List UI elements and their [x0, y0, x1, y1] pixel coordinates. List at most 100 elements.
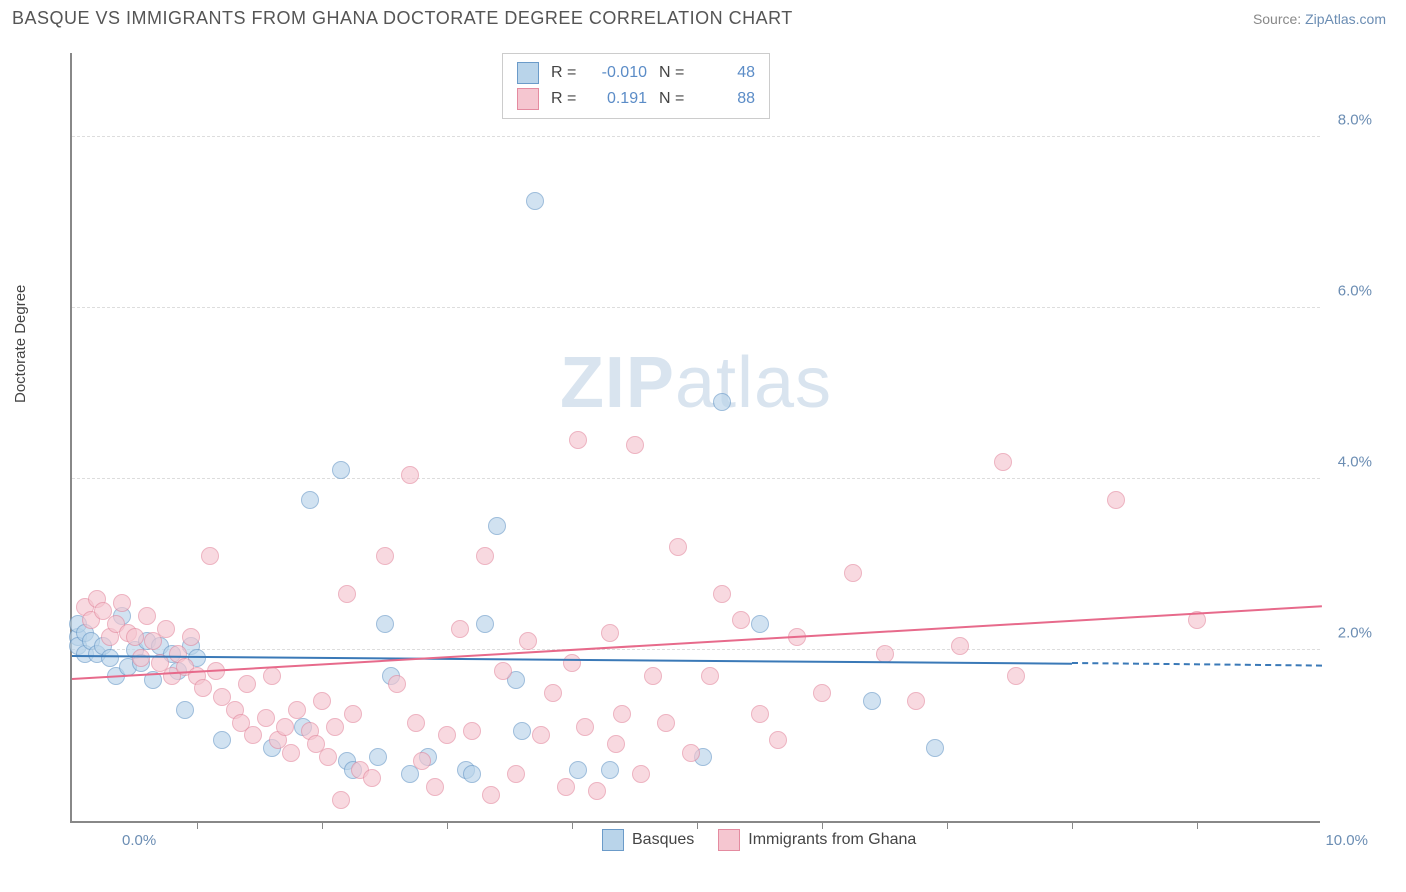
stat-r-label: R =	[551, 64, 581, 82]
data-point	[563, 654, 581, 672]
legend-label: Basques	[632, 831, 694, 849]
data-point	[713, 393, 731, 411]
data-point	[313, 692, 331, 710]
data-point	[494, 662, 512, 680]
data-point	[701, 667, 719, 685]
stat-r-label: R =	[551, 90, 581, 108]
stat-n-label: N =	[659, 90, 689, 108]
data-point	[601, 624, 619, 642]
x-tick-mark	[447, 821, 448, 829]
y-tick-label: 8.0%	[1338, 111, 1372, 128]
y-tick-label: 4.0%	[1338, 453, 1372, 470]
data-point	[438, 726, 456, 744]
gridline	[72, 136, 1320, 137]
data-point	[751, 615, 769, 633]
data-point	[401, 466, 419, 484]
data-point	[326, 718, 344, 736]
stat-n-value: 88	[701, 90, 755, 108]
data-point	[413, 752, 431, 770]
stats-legend: R = -0.010 N = 48 R = 0.191 N = 88	[502, 53, 770, 119]
data-point	[844, 564, 862, 582]
data-point	[657, 714, 675, 732]
data-point	[588, 782, 606, 800]
data-point	[526, 192, 544, 210]
data-point	[332, 461, 350, 479]
gridline	[72, 478, 1320, 479]
stats-row: R = 0.191 N = 88	[517, 86, 755, 112]
y-tick-label: 2.0%	[1338, 624, 1372, 641]
stat-r-value: -0.010	[593, 64, 647, 82]
source-link[interactable]: ZipAtlas.com	[1305, 11, 1386, 27]
data-point	[113, 594, 131, 612]
data-point	[926, 739, 944, 757]
data-point	[951, 637, 969, 655]
chart-title: BASQUE VS IMMIGRANTS FROM GHANA DOCTORAT…	[12, 8, 793, 29]
data-point	[319, 748, 337, 766]
data-point	[213, 731, 231, 749]
x-tick-mark	[572, 821, 573, 829]
data-point	[138, 607, 156, 625]
data-point	[132, 649, 150, 667]
data-point	[244, 726, 262, 744]
data-point	[363, 769, 381, 787]
data-point	[576, 718, 594, 736]
data-point	[751, 705, 769, 723]
data-point	[907, 692, 925, 710]
data-point	[669, 538, 687, 556]
data-point	[1107, 491, 1125, 509]
data-point	[557, 778, 575, 796]
data-point	[476, 615, 494, 633]
data-point	[282, 744, 300, 762]
data-point	[713, 585, 731, 603]
data-point	[176, 701, 194, 719]
data-point	[332, 791, 350, 809]
data-point	[157, 620, 175, 638]
data-point	[276, 718, 294, 736]
data-point	[376, 615, 394, 633]
legend-swatch	[718, 829, 740, 851]
legend-swatch	[517, 62, 539, 84]
data-point	[632, 765, 650, 783]
data-point	[644, 667, 662, 685]
x-tick-mark	[1197, 821, 1198, 829]
data-point	[201, 547, 219, 565]
y-tick-label: 6.0%	[1338, 282, 1372, 299]
data-point	[482, 786, 500, 804]
data-point	[488, 517, 506, 535]
x-tick-min: 0.0%	[122, 832, 156, 849]
data-point	[463, 722, 481, 740]
data-point	[607, 735, 625, 753]
data-point	[994, 453, 1012, 471]
legend-item: Basques	[602, 829, 694, 851]
data-point	[476, 547, 494, 565]
plot-area: ZIPatlas R =-0.010N =48R =0.191N =88 Bas…	[70, 53, 1320, 823]
legend-swatch	[517, 88, 539, 110]
y-axis-label: Doctorate Degree	[12, 285, 29, 403]
data-point	[376, 547, 394, 565]
stat-n-value: 48	[701, 64, 755, 82]
data-point	[532, 726, 550, 744]
gridline	[72, 649, 1320, 650]
data-point	[344, 705, 362, 723]
data-point	[426, 778, 444, 796]
data-point	[613, 705, 631, 723]
data-point	[463, 765, 481, 783]
stat-n-label: N =	[659, 64, 689, 82]
data-point	[194, 679, 212, 697]
data-point	[813, 684, 831, 702]
legend-label: Immigrants from Ghana	[748, 831, 916, 849]
data-point	[513, 722, 531, 740]
data-point	[1007, 667, 1025, 685]
gridline	[72, 307, 1320, 308]
data-point	[369, 748, 387, 766]
data-point	[126, 628, 144, 646]
data-point	[863, 692, 881, 710]
stat-r-value: 0.191	[593, 90, 647, 108]
data-point	[182, 628, 200, 646]
data-point	[544, 684, 562, 702]
x-tick-mark	[697, 821, 698, 829]
data-point	[263, 667, 281, 685]
legend-swatch	[602, 829, 624, 851]
data-point	[732, 611, 750, 629]
data-point	[626, 436, 644, 454]
